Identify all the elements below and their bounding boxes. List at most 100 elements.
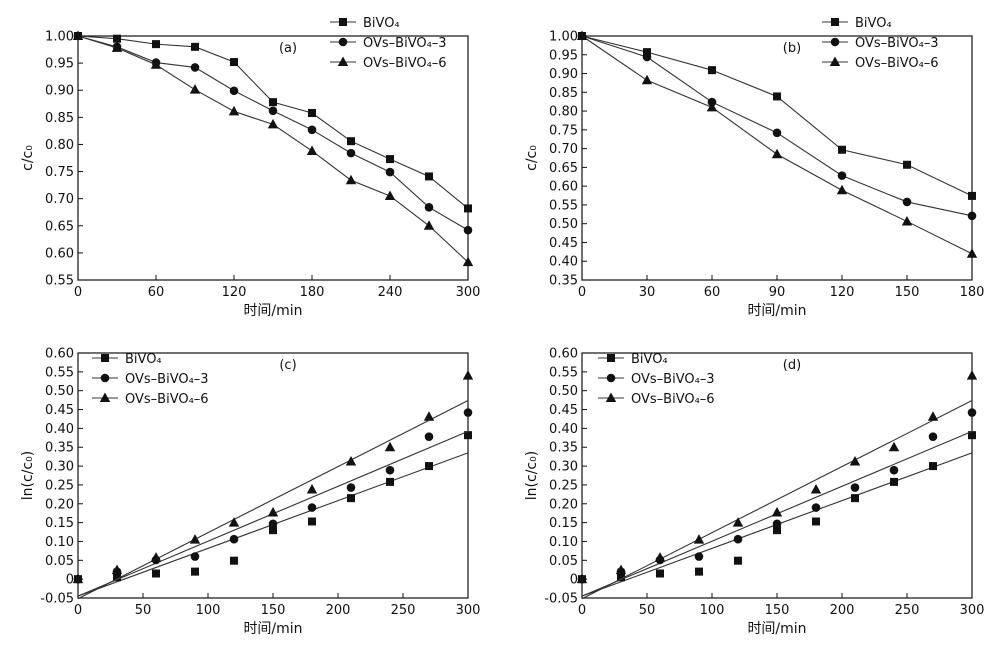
legend-item-ovs-bivo4-3: OVs–BiVO₄–3 [92, 372, 209, 387]
data-point [642, 52, 652, 62]
fit-line [581, 400, 973, 600]
data-point [423, 411, 435, 421]
x-tick-label: 0 [578, 285, 586, 300]
x-tick-label: 300 [456, 285, 481, 300]
fit-line [77, 400, 469, 600]
legend-item-bivo4: BiVO₄ [598, 352, 668, 367]
legend-marker [99, 392, 111, 402]
legend-item-ovs-bivo4-3: OVs–BiVO₄–3 [598, 372, 715, 387]
data-point [423, 220, 435, 230]
data-point [903, 160, 911, 169]
panel-label: (c) [279, 358, 296, 373]
data-point [890, 477, 898, 486]
data-point [386, 155, 394, 164]
y-tick-label: 0.35 [549, 274, 578, 289]
data-point [968, 191, 976, 200]
legend-item-ovs-bivo4-3: OVs–BiVO₄–3 [330, 36, 447, 51]
y-tick-label: 0.75 [45, 165, 74, 180]
y-tick-label: 0.80 [549, 105, 578, 120]
y-tick-label: 0.10 [45, 535, 74, 550]
series-ovs-bivo4-6 [576, 30, 978, 258]
legend-label: OVs–BiVO₄–6 [855, 56, 939, 71]
legend-item-ovs-bivo4-6: OVs–BiVO₄–6 [822, 56, 939, 71]
data-point [615, 564, 627, 575]
x-tick-label: 50 [639, 603, 656, 618]
data-point [347, 137, 355, 146]
data-point [425, 172, 433, 181]
data-point [812, 517, 820, 526]
y-tick-label: 0.15 [549, 516, 578, 531]
series-ovs-bivo4-3 [73, 408, 473, 597]
data-point [643, 48, 651, 57]
data-point [189, 534, 201, 544]
data-point [851, 494, 859, 503]
legend: BiVO₄ OVs–BiVO₄–3 OVs–BiVO₄–6 [822, 16, 939, 71]
data-point [345, 174, 357, 185]
data-point [268, 106, 278, 116]
legend-marker [607, 354, 615, 362]
legend-item-ovs-bivo4-6: OVs–BiVO₄–6 [92, 392, 209, 407]
data-point [230, 556, 238, 565]
data-point [307, 503, 317, 512]
x-tick-label: 50 [135, 603, 152, 618]
legend-marker [338, 37, 348, 47]
legend: BiVO₄ OVs–BiVO₄–3 OVs–BiVO₄–6 [92, 352, 209, 407]
data-point [927, 411, 939, 421]
data-point [228, 517, 240, 527]
x-tick-label: 120 [222, 285, 247, 300]
data-point [72, 573, 84, 584]
legend-label: OVs–BiVO₄–6 [631, 392, 715, 407]
y-tick-label: 0.40 [549, 422, 578, 437]
data-point [732, 517, 744, 527]
data-point [425, 462, 433, 471]
x-axis-label: 时间/min [747, 621, 806, 637]
y-tick-label: 0.45 [45, 403, 74, 418]
data-point [464, 204, 472, 213]
x-tick-label: 100 [196, 603, 221, 618]
y-tick-label: 0.60 [45, 246, 74, 261]
data-point [72, 30, 84, 40]
y-tick-label: 0.55 [549, 198, 578, 213]
panel-label: (b) [783, 41, 801, 56]
y-tick-label: 0.75 [549, 123, 578, 138]
y-tick-label: 0.35 [549, 441, 578, 456]
data-point [384, 441, 396, 452]
data-point [837, 171, 847, 180]
x-axis-label: 时间/min [243, 621, 302, 637]
data-point [462, 256, 474, 267]
data-point [463, 408, 473, 417]
y-tick-label: 0.25 [45, 478, 74, 493]
data-point [773, 526, 781, 535]
x-tick-label: 150 [261, 603, 286, 618]
y-tick-label: 0.95 [45, 57, 74, 72]
data-point [150, 552, 162, 562]
legend-item-ovs-bivo4-6: OVs–BiVO₄–6 [330, 56, 447, 71]
y-tick-label: 0.55 [45, 365, 74, 380]
data-point [190, 552, 200, 561]
data-point [230, 58, 238, 67]
y-tick-label: 0.05 [45, 554, 74, 569]
data-point [269, 98, 277, 107]
data-point [345, 456, 357, 466]
x-tick-label: 150 [895, 285, 920, 300]
data-point [385, 167, 395, 177]
data-point [968, 431, 976, 440]
legend-label: BiVO₄ [631, 352, 668, 367]
y-tick-label: 0.60 [45, 347, 74, 362]
y-tick-label: 0.30 [45, 460, 74, 475]
data-point [229, 534, 239, 544]
data-point [111, 564, 123, 575]
data-point [306, 483, 318, 494]
x-tick-label: 150 [765, 603, 790, 618]
panel-label: (a) [279, 41, 297, 56]
data-point [111, 42, 123, 52]
y-tick-label: 0.95 [549, 48, 578, 63]
y-tick-label: 0.90 [549, 67, 578, 82]
y-tick-label: -0.05 [544, 592, 578, 607]
data-point [902, 197, 912, 207]
legend: BiVO₄ OVs–BiVO₄–3 OVs–BiVO₄–6 [598, 352, 715, 407]
y-tick-label: 0.45 [549, 403, 578, 418]
x-tick-label: 200 [830, 603, 855, 618]
x-tick-label: 30 [639, 285, 656, 300]
x-tick-label: 0 [578, 603, 586, 618]
